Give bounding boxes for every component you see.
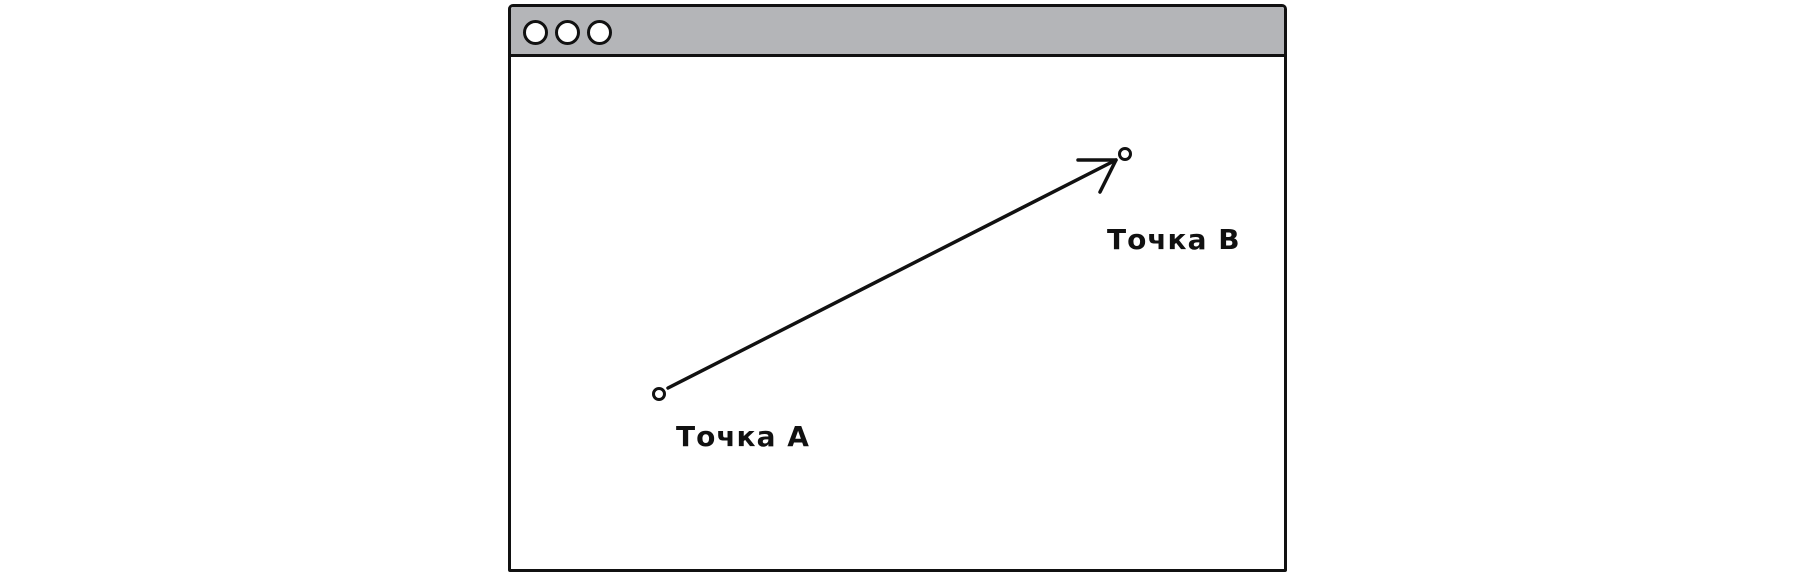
- window-title-bar: [511, 7, 1284, 57]
- point-b-label: Точка B: [1107, 223, 1241, 256]
- point-a-label: Точка A: [676, 420, 810, 453]
- window-control-dot-icon[interactable]: [587, 20, 612, 45]
- arrow-head-icon: [1076, 158, 1118, 194]
- path-arrow-line: [666, 158, 1118, 390]
- point-b-marker-icon: [1118, 147, 1132, 161]
- browser-window: [508, 4, 1287, 572]
- window-control-dot-icon[interactable]: [523, 20, 548, 45]
- window-control-dot-icon[interactable]: [555, 20, 580, 45]
- point-a-marker-icon: [652, 387, 666, 401]
